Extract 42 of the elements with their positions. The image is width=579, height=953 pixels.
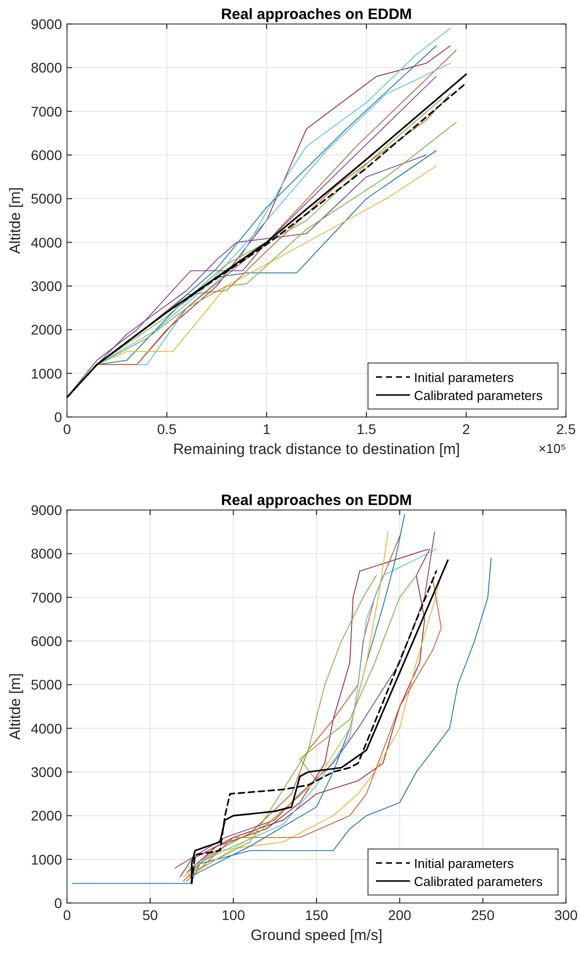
y-tick-label: 9000 (30, 502, 62, 518)
legend-label: Initial parameters (414, 370, 514, 385)
chart-title: Real approaches on EDDM (221, 492, 412, 509)
x-tick-label: 1 (262, 421, 271, 437)
y-tick-label: 2000 (30, 322, 62, 338)
x-tick-label: 2.5 (556, 421, 576, 437)
x-tick-label: 300 (554, 907, 578, 923)
y-tick-label: 8000 (30, 60, 62, 76)
y-tick-label: 6000 (30, 633, 62, 649)
y-tick-label: 0 (54, 409, 62, 425)
x-tick-label: 0.5 (157, 421, 177, 437)
y-axis-title: Altitde [m] (7, 187, 24, 254)
y-tick-label: 0 (54, 895, 62, 911)
y-tick-label: 5000 (30, 676, 62, 693)
chart-title: Real approaches on EDDM (221, 6, 412, 23)
x-tick-label: 150 (304, 907, 328, 923)
y-tick-label: 4000 (30, 234, 62, 250)
y-tick-label: 2000 (30, 808, 62, 824)
text: ×10⁵ (538, 441, 566, 456)
x-tick-label: 250 (471, 907, 495, 923)
y-tick-label: 9000 (30, 16, 62, 32)
y-tick-label: 1000 (30, 365, 62, 382)
y-tick-label: 7000 (30, 103, 62, 120)
y-tick-label: 1000 (30, 851, 62, 868)
y-tick-label: 7000 (30, 589, 62, 606)
x-tick-label: 1.5 (356, 421, 376, 437)
y-tick-label: 3000 (30, 764, 62, 780)
legend-label: Calibrated parameters (414, 874, 544, 889)
x-tick-label: 200 (388, 907, 412, 923)
y-axis-title: Altitde [m] (7, 673, 24, 740)
x-tick-label: 2 (462, 421, 470, 437)
x-axis-title: Remaining track distance to destination [m] (173, 441, 460, 458)
y-tick-label: 5000 (30, 190, 62, 207)
x-axis-title: Ground speed [m/s] (250, 927, 382, 944)
legend-label: Calibrated parameters (414, 388, 544, 403)
y-tick-label: 3000 (30, 278, 62, 294)
legend-label: Initial parameters (414, 856, 514, 871)
x-tick-label: 50 (142, 907, 158, 923)
y-tick-label: 4000 (30, 720, 62, 736)
y-tick-label: 6000 (30, 147, 62, 163)
x-tick-label: 100 (222, 907, 246, 923)
y-tick-label: 8000 (30, 546, 62, 562)
